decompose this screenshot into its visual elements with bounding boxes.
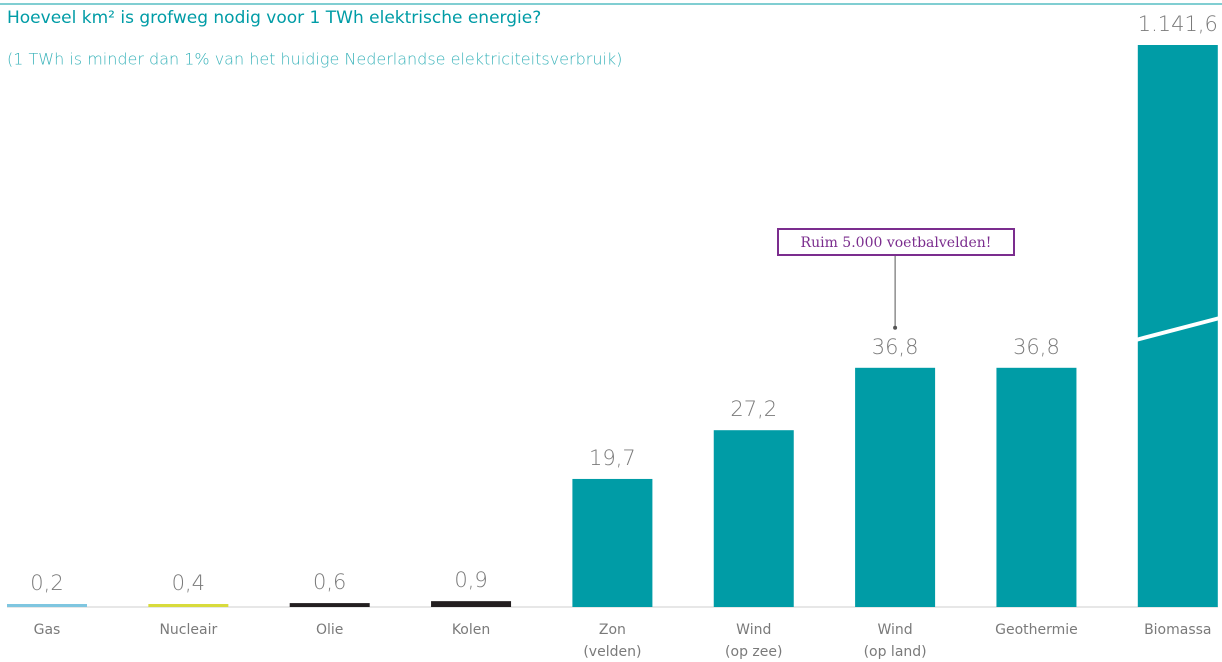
value-label: 27,2 bbox=[730, 397, 777, 421]
value-label: 36,8 bbox=[1013, 335, 1060, 359]
x-tick-label-line: Olie bbox=[316, 622, 343, 638]
x-tick-label-line: Nucleair bbox=[159, 622, 217, 638]
bar bbox=[713, 430, 794, 607]
chart-title: Hoeveel km² is grofweg nodig voor 1 TWh … bbox=[7, 8, 541, 28]
x-tick-label: Kolen bbox=[452, 622, 490, 638]
annotation-box bbox=[777, 228, 1015, 256]
bar bbox=[855, 367, 936, 607]
bar bbox=[148, 604, 229, 607]
x-tick-label-line: Gas bbox=[34, 622, 61, 638]
value-label: 0,9 bbox=[454, 568, 487, 592]
annotation-text: Ruim 5.000 voetbalvelden! bbox=[801, 235, 992, 251]
x-tick-label: Wind (op land) bbox=[864, 622, 927, 660]
value-label: 0,6 bbox=[313, 570, 346, 594]
x-tick-label: Zon (velden) bbox=[583, 622, 641, 660]
x-tick-label-line: Wind bbox=[878, 622, 913, 638]
x-tick-label-line: Geothermie bbox=[995, 622, 1078, 638]
axis-break bbox=[1135, 316, 1221, 342]
x-tick-label-line: (op land) bbox=[864, 644, 927, 660]
bar bbox=[7, 604, 87, 607]
x-tick-label-line: Biomassa bbox=[1144, 622, 1211, 638]
value-label: 0,4 bbox=[172, 571, 205, 595]
bar bbox=[431, 601, 512, 607]
x-tick-label: Olie bbox=[316, 622, 343, 638]
value-label: 0,2 bbox=[30, 571, 63, 595]
chart-subtitle: (1 TWh is minder dan 1% van het huidige … bbox=[7, 50, 622, 69]
x-tick-label: Geothermie bbox=[995, 622, 1078, 638]
value-label: 36,8 bbox=[872, 335, 919, 359]
x-tick-label: Wind (op zee) bbox=[725, 622, 782, 660]
value-label: 1.141,6 bbox=[1138, 12, 1218, 36]
x-tick-label-line: Kolen bbox=[452, 622, 490, 638]
x-tick-label-line: Zon bbox=[599, 622, 626, 638]
value-label: 19,7 bbox=[589, 446, 636, 470]
x-tick-label: Nucleair bbox=[159, 622, 217, 638]
bar bbox=[572, 478, 653, 607]
x-tick-label: Gas bbox=[34, 622, 61, 638]
x-tick-label: Biomassa bbox=[1144, 622, 1211, 638]
x-tick-label-line: Wind bbox=[736, 622, 771, 638]
bar bbox=[996, 367, 1077, 607]
x-tick-label-line: (op zee) bbox=[725, 644, 782, 660]
bar bbox=[289, 603, 370, 607]
annotation-dot bbox=[893, 325, 898, 330]
x-tick-label-line: (velden) bbox=[583, 644, 641, 660]
bar bbox=[1137, 45, 1218, 607]
